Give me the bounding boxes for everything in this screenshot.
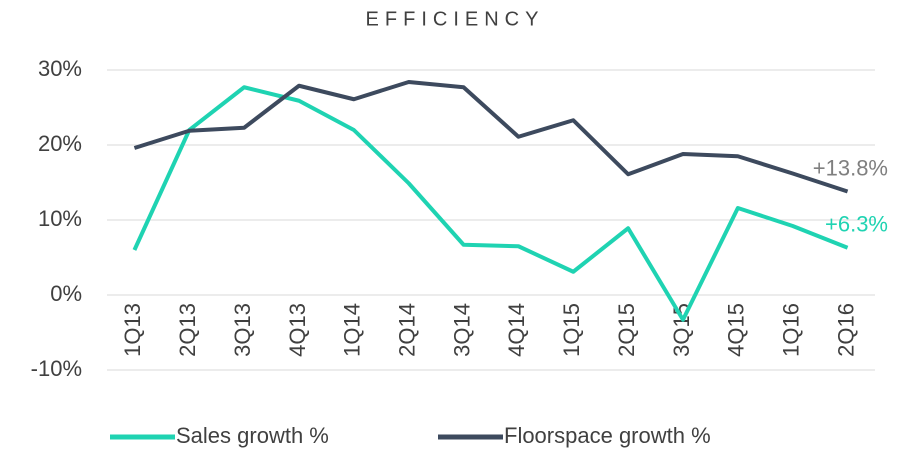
x-tick-label: 3Q14 [449, 303, 474, 357]
series-line [133, 80, 849, 194]
x-tick-label: 2Q16 [833, 303, 858, 357]
x-tick-label: 4Q15 [724, 303, 749, 357]
y-tick-label: -10% [31, 356, 82, 381]
x-tick-label: 1Q16 [779, 303, 804, 357]
y-tick-label: 30% [38, 56, 82, 81]
x-tick-label: 1Q14 [340, 303, 365, 357]
x-tick-label: 1Q15 [559, 303, 584, 357]
series-line [132, 85, 849, 322]
x-tick-label: 1Q13 [120, 303, 145, 357]
x-tick-label: 3Q15 [669, 303, 694, 357]
y-tick-label: 10% [38, 206, 82, 231]
x-tick-label: 2Q14 [395, 303, 420, 357]
chart-title: EFFICIENCY [366, 8, 545, 30]
y-tick-label: 0% [50, 281, 82, 306]
annotation: +6.3% [825, 212, 888, 237]
x-tick-label: 4Q13 [285, 303, 310, 357]
legend-label: Sales growth % [176, 423, 329, 448]
legend-label: Floorspace growth % [504, 423, 711, 448]
y-tick-label: 20% [38, 131, 82, 156]
x-tick-label: 3Q13 [230, 303, 255, 357]
x-tick-label: 4Q14 [504, 303, 529, 357]
annotation: +13.8% [813, 155, 888, 180]
x-tick-label: 2Q13 [175, 303, 200, 357]
x-tick-label: 2Q15 [614, 303, 639, 357]
